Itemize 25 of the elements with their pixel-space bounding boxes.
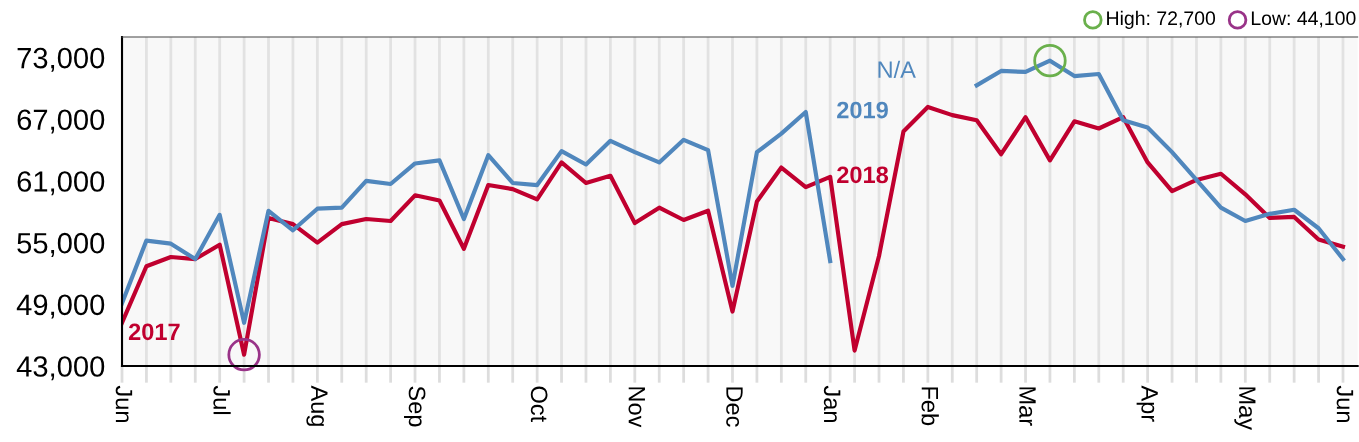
x-tick-label: Jun [1336,385,1354,422]
y-tick-label: 49,000 [16,294,105,319]
x-tick-label: Jun [115,385,133,422]
text: Low: 44,100 [1251,11,1356,28]
y-tick-label: 55,000 [17,232,105,257]
annotation: 2017 [128,323,180,341]
x-tick-label: Nov [628,387,645,428]
x-tick-label: Aug [306,385,328,426]
x-tick-label: May [1234,387,1256,431]
text: High: 72,700 [1107,10,1216,29]
y-tick-label: 73,000 [17,47,105,72]
annotation: N/A [878,60,916,78]
x-tick-label: Sep [404,386,426,427]
x-tick-label: Oct [530,386,548,422]
series-label: 2019 [837,101,888,119]
x-tick-label: Jan [823,385,841,422]
x-tick-label: Jul [213,385,231,415]
y-tick-label: 61,000 [17,171,105,196]
series-label: 2018 [837,166,889,184]
x-tick-label: Mar [1019,387,1036,426]
y-tick-label: 67,000 [17,109,105,134]
x-tick-label: Feb [921,387,939,426]
x-tick-label: Apr [1136,385,1158,422]
y-tick-label: 43,000 [16,356,105,381]
x-tick-label: Dec [726,387,743,427]
